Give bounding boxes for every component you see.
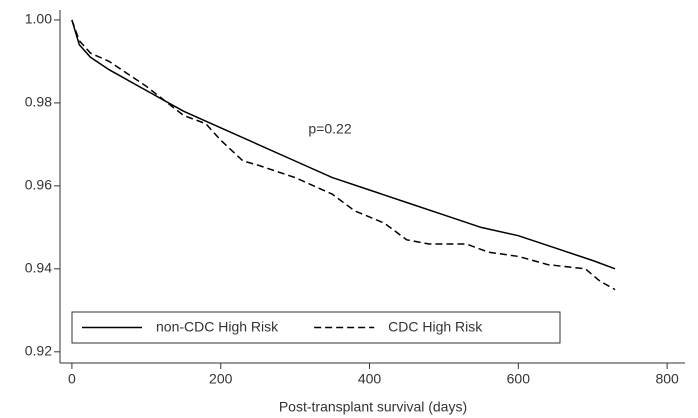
- x-tick-label: 600: [507, 371, 531, 387]
- legend-label: CDC High Risk: [388, 319, 483, 335]
- legend-label: non-CDC High Risk: [156, 319, 279, 335]
- y-tick-label: 0.94: [25, 260, 52, 276]
- x-axis-label: Post-transplant survival (days): [279, 399, 467, 415]
- x-tick-label: 0: [68, 371, 76, 387]
- survival-line: [71, 19, 616, 291]
- x-tick-label: 800: [655, 371, 679, 387]
- annotation: p=0.22: [308, 121, 351, 137]
- y-tick-label: 0.96: [25, 177, 52, 193]
- y-tick-label: 1.00: [25, 11, 52, 27]
- x-tick-label: 200: [209, 371, 233, 387]
- y-tick-label: 0.92: [25, 343, 52, 359]
- survival-line: [71, 19, 616, 270]
- x-tick-label: 400: [358, 371, 382, 387]
- y-tick-label: 0.98: [25, 94, 52, 110]
